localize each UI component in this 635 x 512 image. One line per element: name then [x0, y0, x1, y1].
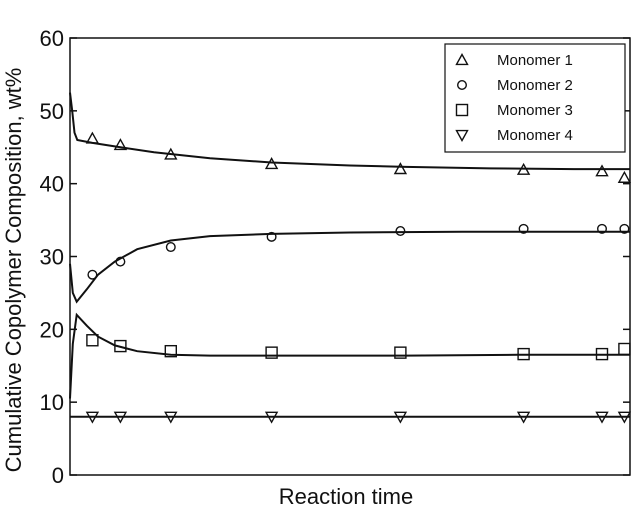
series-3-point [394, 346, 407, 359]
series-1-point [617, 170, 632, 183]
y-tick-label: 60 [40, 26, 64, 51]
series-2-point [165, 242, 176, 253]
series-1-point [264, 157, 279, 170]
series-1 [69, 92, 632, 183]
series-3 [69, 312, 631, 399]
legend: Monomer 1 Monomer 2 Monomer 3 Monomer 4 [444, 43, 626, 153]
series-2-point [518, 223, 529, 234]
y-tick-label: 50 [40, 99, 64, 124]
series-2-point [597, 223, 608, 234]
series-1-line [69, 92, 630, 171]
y-tick-label: 30 [40, 245, 64, 270]
y-tick-label: 40 [40, 172, 64, 197]
series-3-point [114, 339, 127, 353]
series-4-point [164, 411, 178, 424]
series-4 [70, 411, 632, 424]
series-2-point [87, 269, 98, 280]
series-3-point [265, 346, 278, 359]
legend-marker-1 [455, 53, 469, 66]
series-3-point [86, 334, 99, 347]
series-4-point [264, 411, 279, 424]
series-1-point [164, 147, 178, 160]
series-3-point [164, 344, 178, 358]
series-2-point [619, 223, 630, 234]
series-2 [69, 223, 630, 304]
y-axis-ticks: 0 10 20 30 40 50 60 [40, 26, 630, 488]
series-1-point [516, 162, 531, 175]
series-layer [69, 92, 632, 424]
series-1-point [85, 131, 100, 144]
series-3-point [595, 347, 609, 361]
x-axis-label: Reaction time [279, 484, 414, 509]
series-3-point [517, 347, 530, 361]
y-tick-label: 10 [40, 390, 64, 415]
legend-label-3: Monomer 3 [497, 102, 573, 119]
legend-marker-3 [455, 103, 469, 117]
legend-box [444, 43, 626, 153]
series-1-point [393, 162, 408, 175]
series-4-point [516, 411, 531, 424]
series-4-point [617, 411, 632, 424]
series-2-point [266, 231, 277, 242]
y-tick-label: 20 [40, 317, 64, 342]
legend-marker-4 [455, 129, 469, 142]
y-axis-label: Cumulative Copolymer Composition, wt% [1, 68, 26, 473]
series-3-point [618, 342, 631, 356]
legend-label-4: Monomer 4 [497, 127, 573, 144]
legend-label-2: Monomer 2 [497, 77, 573, 94]
y-tick-label: 0 [52, 463, 64, 488]
series-2-line [69, 230, 630, 304]
series-4-point [113, 411, 128, 424]
series-1-point [113, 138, 128, 151]
series-4-point [85, 411, 100, 424]
series-4-point [595, 411, 609, 424]
series-4-point [393, 411, 408, 424]
series-2-point [115, 256, 126, 267]
legend-label-1: Monomer 1 [497, 52, 573, 69]
legend-marker-2 [457, 79, 468, 90]
series-1-point [595, 164, 609, 177]
series-2-point [395, 226, 406, 237]
